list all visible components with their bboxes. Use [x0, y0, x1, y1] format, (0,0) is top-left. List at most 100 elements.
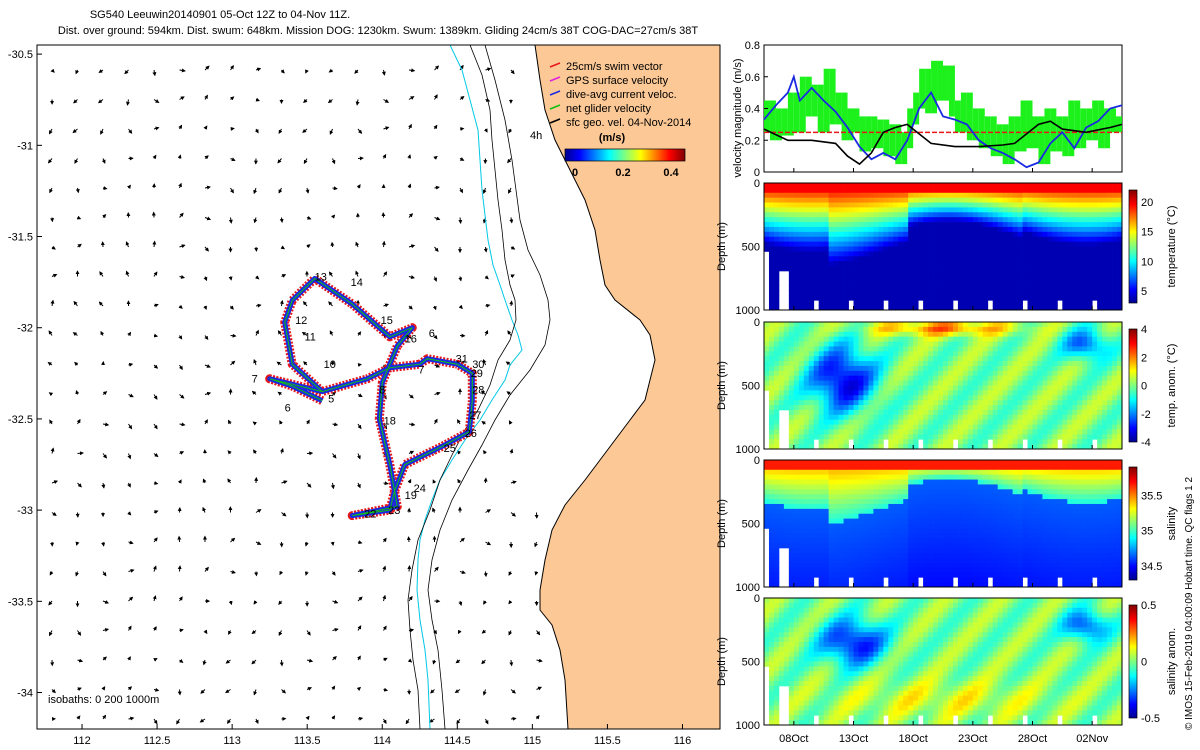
- section-cell: [1012, 192, 1018, 199]
- section-cell: [1047, 414, 1053, 421]
- section-cell: [1007, 305, 1014, 311]
- section-cell: [843, 582, 849, 588]
- geo-vector-arrow: [153, 271, 158, 277]
- section-cell: [828, 226, 835, 233]
- section-cell: [868, 577, 874, 583]
- section-cell: [883, 547, 889, 554]
- section-cell: [893, 577, 899, 583]
- section-cell: [1017, 346, 1023, 352]
- section-cell: [888, 375, 894, 382]
- section-cell: [997, 351, 1004, 357]
- section-cell: [943, 380, 949, 386]
- section-cell: [873, 538, 879, 544]
- section-cell: [803, 460, 810, 466]
- section-cell: [992, 424, 999, 430]
- geo-vector-arrow: [357, 596, 363, 602]
- geo-vector-arrow: [279, 570, 284, 576]
- section-cell: [1072, 424, 1078, 430]
- section-cell: [778, 183, 785, 189]
- section-cell: [848, 484, 854, 490]
- section-cell: [1022, 256, 1028, 262]
- section-cell: [1077, 380, 1083, 386]
- section-cell: [913, 439, 919, 445]
- section-cell: [808, 280, 815, 286]
- section-cell: [783, 212, 790, 218]
- section-cell: [813, 202, 820, 208]
- section-cell: [1027, 322, 1033, 328]
- section-cell: [768, 351, 775, 357]
- geo-vector-arrow: [510, 716, 517, 721]
- section-cell: [863, 533, 869, 539]
- section-cell: [764, 226, 770, 233]
- section-cell: [788, 192, 795, 199]
- section-cell: [1027, 246, 1033, 252]
- section-cell: [903, 331, 909, 338]
- section-cell: [1012, 405, 1018, 411]
- section-cell: [1012, 414, 1018, 421]
- section-cell: [808, 346, 815, 352]
- geo-vector-arrow: [281, 512, 287, 517]
- section-cell: [967, 434, 974, 440]
- section-cell: [863, 370, 869, 377]
- section-cell: [1092, 295, 1098, 301]
- section-cell: [1077, 356, 1083, 362]
- section-cell: [828, 231, 835, 238]
- section-cell: [1032, 231, 1038, 238]
- section-cell: [1092, 434, 1098, 440]
- geo-vector-arrow: [102, 453, 108, 459]
- section-cell: [997, 217, 1004, 223]
- section-cell: [888, 336, 894, 342]
- section-cell: [992, 375, 999, 382]
- section-cell: [1097, 192, 1103, 199]
- section-cell: [1002, 341, 1009, 347]
- geo-vector-arrow: [179, 244, 186, 249]
- section-cell: [1042, 207, 1048, 213]
- day-label: 27: [469, 410, 481, 422]
- section-cell: [778, 390, 785, 396]
- section-cell: [938, 331, 944, 338]
- section-cell: [1012, 434, 1018, 440]
- section-cell: [1117, 380, 1123, 386]
- section-cell: [868, 331, 874, 338]
- geo-vector-arrow: [50, 447, 55, 454]
- section-cell: [1102, 187, 1108, 194]
- section-cell: [1007, 275, 1014, 282]
- section-cell: [858, 557, 864, 563]
- section-cell: [1007, 280, 1014, 286]
- section-cell: [933, 380, 939, 386]
- section-cell: [838, 217, 844, 223]
- section-cell: [982, 217, 989, 223]
- section-cell: [848, 395, 854, 401]
- section-cell: [1027, 395, 1033, 401]
- section-cell: [1057, 222, 1063, 228]
- section-cell: [803, 192, 810, 199]
- section-cell: [952, 375, 959, 382]
- geo-vector-arrow: [153, 423, 158, 430]
- geo-vector-arrow: [510, 245, 516, 250]
- section-cell: [1102, 246, 1108, 252]
- geo-vector-arrow: [509, 217, 514, 224]
- section-cell: [928, 375, 934, 382]
- section-cell: [873, 217, 879, 223]
- section-cell: [1097, 285, 1103, 291]
- section-cell: [1002, 183, 1009, 189]
- section-cell: [868, 469, 874, 476]
- section-cell: [1087, 197, 1093, 203]
- section-cell: [883, 212, 889, 218]
- section-cell: [833, 503, 839, 510]
- section-cell: [1077, 300, 1083, 306]
- section-cell: [888, 474, 894, 480]
- section-cell: [913, 409, 919, 416]
- section-cell: [803, 429, 810, 435]
- section-cell: [1052, 266, 1058, 272]
- section-cell: [923, 395, 929, 401]
- section-cell: [798, 533, 805, 539]
- section-cell: [1007, 187, 1014, 194]
- geo-vector-arrow: [179, 68, 186, 73]
- section-cell: [967, 356, 974, 362]
- day-label: 5: [328, 394, 334, 406]
- section-cell: [1012, 261, 1018, 267]
- section-cell: [1042, 266, 1048, 272]
- section-cell: [977, 183, 984, 189]
- section-cell: [982, 365, 989, 372]
